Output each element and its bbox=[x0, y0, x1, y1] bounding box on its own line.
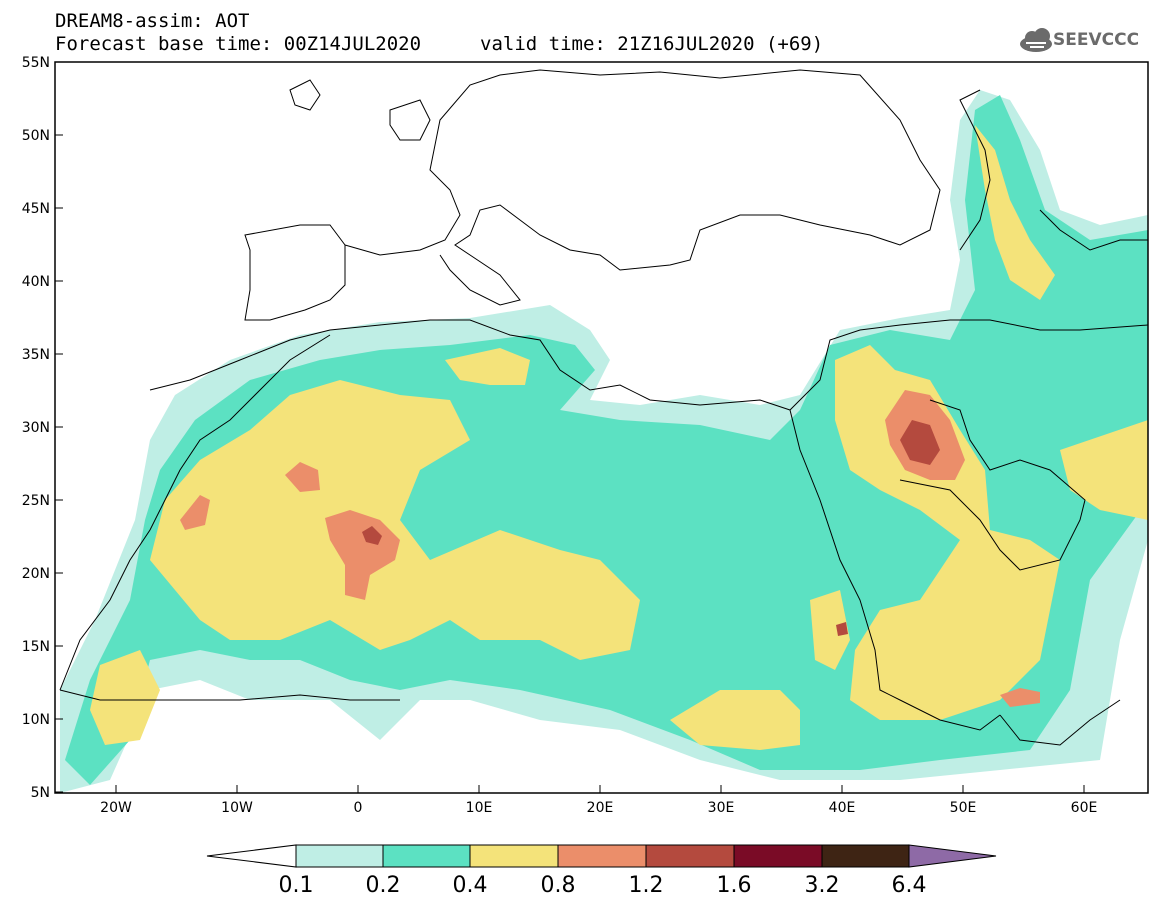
colorbar-segment bbox=[645, 844, 735, 868]
map-title: DREAM8-assim: AOT bbox=[55, 10, 250, 32]
colorbar-label: 0.8 bbox=[541, 873, 576, 898]
colorbar-label: 0.1 bbox=[279, 873, 314, 898]
colorbar-label: 1.6 bbox=[717, 873, 752, 898]
lat-label: 5N bbox=[31, 785, 50, 801]
colorbar-low-arrow bbox=[206, 844, 297, 868]
lat-label: 25N bbox=[22, 493, 50, 509]
colorbar-segment bbox=[295, 844, 384, 868]
colorbar-label: 0.2 bbox=[366, 873, 401, 898]
lat-label: 55N bbox=[22, 55, 50, 71]
lon-label: 40E bbox=[829, 800, 856, 816]
lat-label: 30N bbox=[22, 420, 50, 436]
valid-time: valid time: 21Z16JUL2020 (+69) bbox=[480, 33, 824, 55]
lon-label: 20E bbox=[587, 800, 614, 816]
lon-label: 30E bbox=[708, 800, 735, 816]
cloud-icon bbox=[1020, 28, 1052, 52]
lon-label: 10W bbox=[221, 800, 253, 816]
colorbar-segment bbox=[382, 844, 471, 868]
lat-label: 45N bbox=[22, 201, 50, 217]
colorbar-label: 3.2 bbox=[805, 873, 840, 898]
lon-label: 60E bbox=[1071, 800, 1098, 816]
lat-label: 35N bbox=[22, 347, 50, 363]
forecast-base-time: Forecast base time: 00Z14JUL2020 bbox=[55, 33, 422, 55]
lon-ticks bbox=[115, 785, 1085, 793]
colorbar-label: 0.4 bbox=[453, 873, 488, 898]
lon-label: 50E bbox=[950, 800, 977, 816]
logo-text: SEEVCCC bbox=[1053, 30, 1140, 50]
colorbar-segment bbox=[821, 844, 910, 868]
lat-label: 10N bbox=[22, 712, 50, 728]
lon-label: 0 bbox=[354, 800, 363, 816]
colorbar-high-arrow bbox=[908, 844, 997, 868]
colorbar-segment bbox=[469, 844, 559, 868]
lat-label: 20N bbox=[22, 566, 50, 582]
lon-label: 20W bbox=[100, 800, 132, 816]
coastlines bbox=[59, 69, 1148, 746]
lon-label: 10E bbox=[466, 800, 493, 816]
colorbar-segment bbox=[733, 844, 823, 868]
colorbar-label: 1.2 bbox=[629, 873, 664, 898]
colorbar bbox=[206, 844, 997, 868]
colorbar-label: 6.4 bbox=[892, 873, 927, 898]
lat-label: 15N bbox=[22, 639, 50, 655]
lat-ticks bbox=[55, 61, 63, 793]
lat-label: 40N bbox=[22, 274, 50, 290]
colorbar-segment bbox=[557, 844, 647, 868]
lat-label: 50N bbox=[22, 128, 50, 144]
